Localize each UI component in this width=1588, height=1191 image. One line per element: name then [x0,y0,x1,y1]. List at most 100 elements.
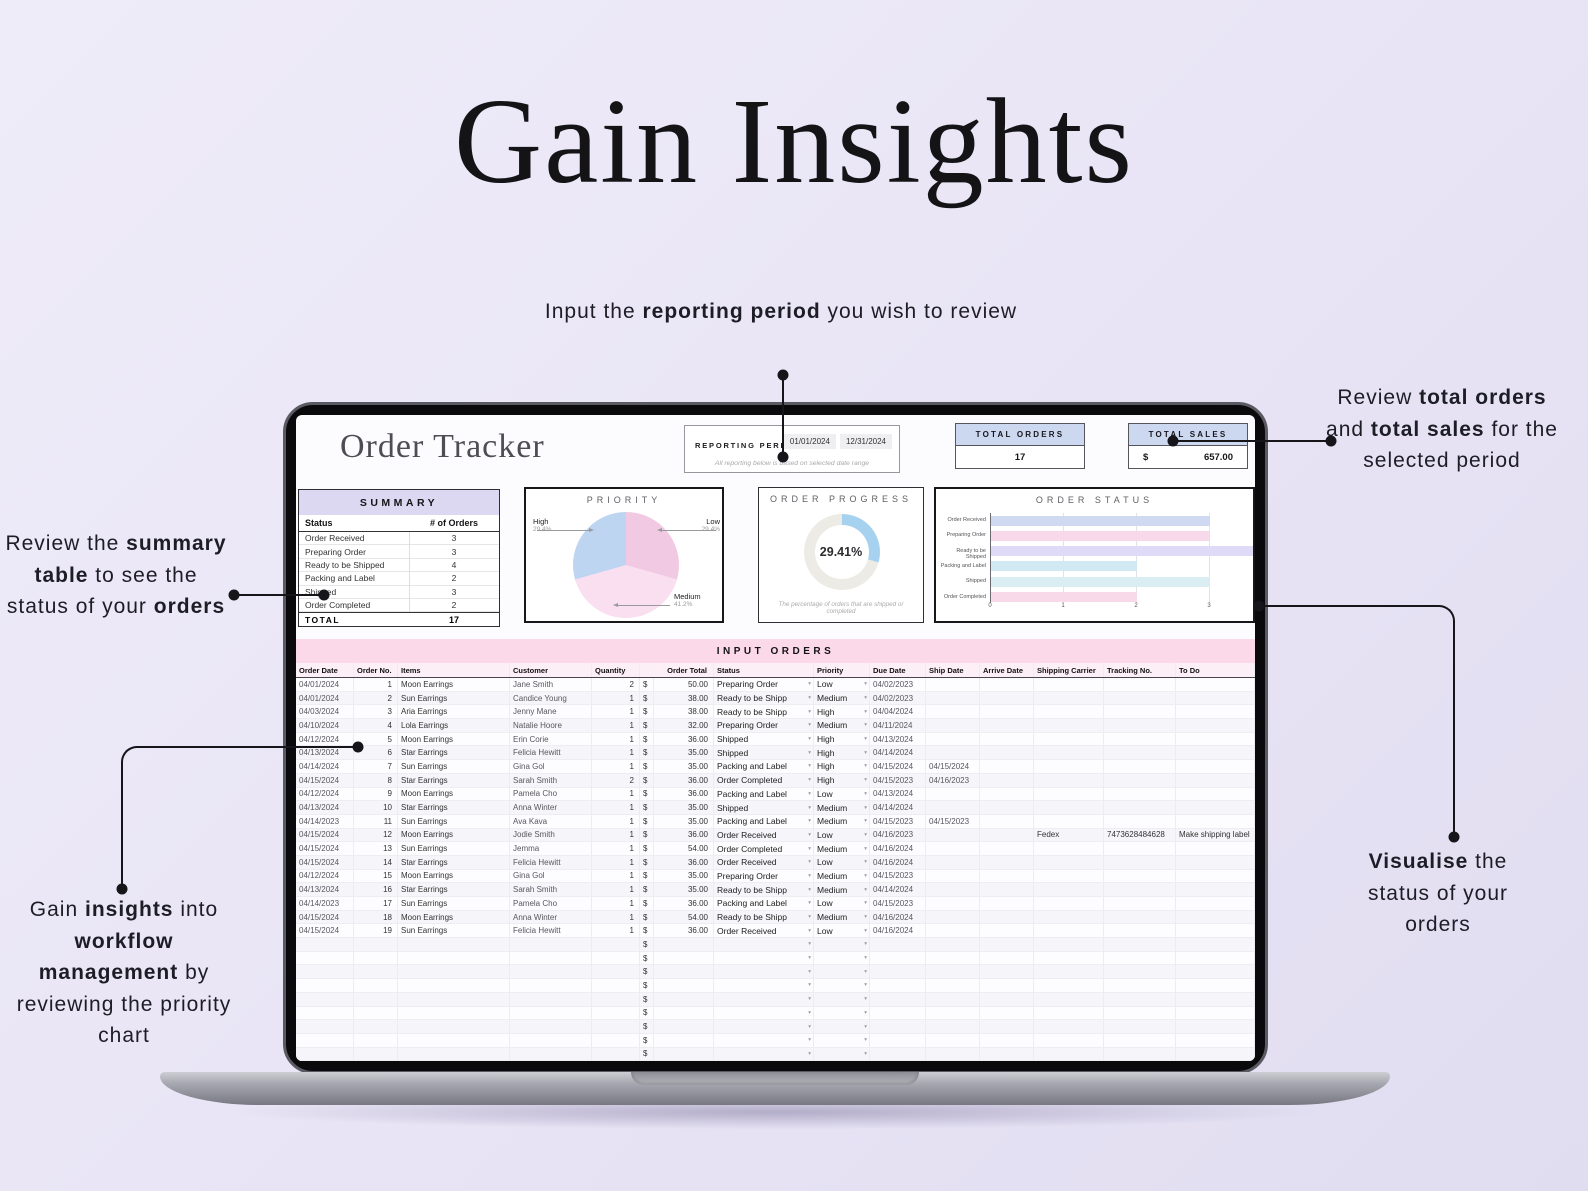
chevron-down-icon[interactable]: ▾ [808,818,811,825]
orders-cell[interactable]: 04/01/2024 [296,691,354,705]
chevron-down-icon[interactable]: ▾ [864,927,867,934]
chevron-down-icon[interactable]: ▾ [864,845,867,852]
orders-cell[interactable] [1104,732,1176,746]
orders-cell[interactable]: 35.00 [654,746,714,760]
orders-cell[interactable] [1034,924,1104,938]
orders-cell[interactable] [1176,746,1255,760]
orders-cell[interactable] [980,732,1034,746]
orders-cell[interactable]: $ [640,760,654,773]
orders-cell[interactable] [980,992,1034,1006]
orders-cell[interactable]: 04/15/2023 [870,773,926,787]
orders-cell[interactable] [1104,705,1176,719]
orders-cell[interactable] [354,1006,398,1020]
orders-cell[interactable]: 2 [354,691,398,705]
orders-cell[interactable]: 04/12/2024 [296,787,354,801]
orders-cell[interactable] [1034,842,1104,855]
orders-cell[interactable] [510,938,592,951]
orders-cell[interactable]: Make shipping label [1176,828,1255,842]
orders-cell[interactable]: Felicia Hewitt [510,855,592,869]
orders-cell[interactable] [926,678,980,691]
orders-cell[interactable]: Sarah Smith [510,773,592,787]
chevron-down-icon[interactable]: ▾ [864,777,867,784]
orders-cell[interactable] [1176,705,1255,719]
chevron-down-icon[interactable]: ▾ [808,681,811,688]
orders-cell[interactable] [980,1020,1034,1033]
orders-cell[interactable]: 10 [354,801,398,814]
orders-cell[interactable]: Fedex [1034,828,1104,842]
orders-cell-dropdown[interactable]: Low ▾ [814,924,870,938]
orders-cell[interactable] [1104,1020,1176,1033]
orders-cell[interactable]: 8 [354,773,398,787]
orders-cell[interactable]: 35.00 [654,883,714,896]
orders-cell[interactable] [1176,732,1255,746]
orders-cell[interactable]: 04/15/2024 [296,828,354,842]
orders-cell[interactable]: Anna Winter [510,801,592,814]
orders-cell[interactable]: 04/14/2024 [870,746,926,760]
chevron-down-icon[interactable]: ▾ [808,982,811,989]
orders-cell[interactable] [510,1047,592,1061]
orders-cell[interactable]: 2 [592,678,640,691]
reporting-end-input[interactable]: 12/31/2024 [839,434,892,449]
orders-cell[interactable]: $ [640,855,654,869]
orders-cell[interactable] [1034,965,1104,979]
orders-cell[interactable] [980,979,1034,992]
orders-cell[interactable]: Moon Earrings [398,869,510,883]
orders-cell[interactable] [354,1033,398,1047]
orders-cell-dropdown[interactable]: Packing and Label ▾ [714,897,814,910]
chevron-down-icon[interactable]: ▾ [808,831,811,838]
orders-cell[interactable] [592,938,640,951]
orders-cell[interactable] [980,719,1034,732]
orders-cell[interactable]: 36.00 [654,924,714,938]
orders-cell-dropdown[interactable]: Preparing Order ▾ [714,678,814,691]
orders-cell[interactable] [1176,897,1255,910]
orders-cell[interactable] [980,691,1034,705]
chevron-down-icon[interactable]: ▾ [808,1037,811,1044]
orders-cell[interactable]: 1 [592,883,640,896]
orders-cell-dropdown[interactable]: ▾ [814,965,870,979]
orders-cell[interactable] [870,938,926,951]
orders-cell-dropdown[interactable]: Preparing Order ▾ [714,719,814,732]
orders-cell[interactable] [1176,924,1255,938]
chevron-down-icon[interactable]: ▾ [864,968,867,975]
orders-cell[interactable] [980,883,1034,896]
orders-cell[interactable]: 04/10/2024 [296,719,354,732]
orders-cell[interactable] [398,965,510,979]
orders-cell-dropdown[interactable]: Medium ▾ [814,814,870,828]
orders-cell[interactable] [1176,1047,1255,1061]
orders-cell[interactable] [1104,801,1176,814]
orders-cell[interactable] [1034,883,1104,896]
orders-cell[interactable]: 1 [592,842,640,855]
orders-cell[interactable] [1176,855,1255,869]
chevron-down-icon[interactable]: ▾ [864,763,867,770]
orders-cell[interactable] [926,938,980,951]
chevron-down-icon[interactable]: ▾ [808,749,811,756]
orders-cell-dropdown[interactable]: Order Received ▾ [714,924,814,938]
orders-cell-dropdown[interactable]: Packing and Label ▾ [714,760,814,773]
orders-cell[interactable] [1034,719,1104,732]
orders-cell[interactable]: 35.00 [654,814,714,828]
orders-cell[interactable]: 13 [354,842,398,855]
orders-cell[interactable] [926,746,980,760]
orders-cell[interactable] [870,1047,926,1061]
orders-cell-dropdown[interactable]: Low ▾ [814,787,870,801]
orders-cell[interactable]: Pamela Cho [510,897,592,910]
orders-cell[interactable] [1104,910,1176,924]
orders-cell[interactable] [398,979,510,992]
orders-cell[interactable] [1176,814,1255,828]
orders-cell[interactable] [510,1006,592,1020]
orders-cell[interactable]: 17 [354,897,398,910]
orders-cell[interactable] [1034,1020,1104,1033]
orders-cell[interactable] [1104,842,1176,855]
orders-cell[interactable] [592,1020,640,1033]
chevron-down-icon[interactable]: ▾ [864,1023,867,1030]
orders-cell[interactable] [510,979,592,992]
orders-cell[interactable] [654,1047,714,1061]
orders-cell[interactable] [1176,938,1255,951]
orders-cell[interactable]: $ [640,705,654,719]
chevron-down-icon[interactable]: ▾ [808,736,811,743]
chevron-down-icon[interactable]: ▾ [808,872,811,879]
chevron-down-icon[interactable]: ▾ [808,695,811,702]
orders-cell[interactable] [654,938,714,951]
chevron-down-icon[interactable]: ▾ [864,982,867,989]
orders-cell[interactable]: Star Earrings [398,773,510,787]
